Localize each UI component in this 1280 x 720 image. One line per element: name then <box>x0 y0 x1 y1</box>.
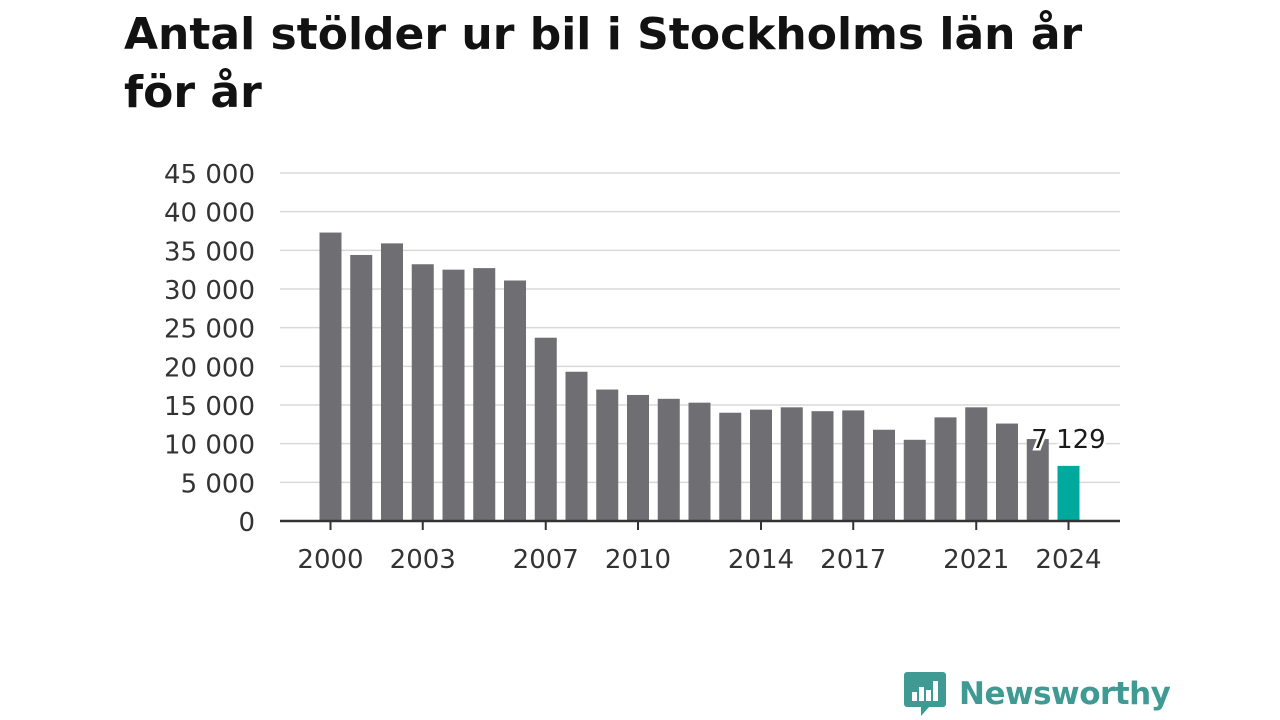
x-axis-ticks: 2000 2003 2007 2010 2014 2017 2021 2024 <box>280 519 1120 575</box>
bar <box>319 232 342 521</box>
y-tick-label: 35 000 <box>164 237 255 267</box>
y-tick-label: 10 000 <box>164 431 255 461</box>
bar <box>719 412 742 521</box>
bar-highlight <box>1057 465 1080 521</box>
bar <box>350 254 373 521</box>
y-tick-label: 45 000 <box>164 160 255 190</box>
x-tick-label: 2021 <box>943 545 1009 575</box>
y-tick-label: 15 000 <box>164 392 255 422</box>
bar <box>442 269 465 521</box>
y-tick-label: 30 000 <box>164 276 255 306</box>
highlight-value-label: 7 129 <box>1031 425 1105 455</box>
bars <box>319 232 1080 521</box>
x-tick-label: 2017 <box>820 545 886 575</box>
x-tick-label: 2024 <box>1035 545 1101 575</box>
bar-chart: 0 5 000 10 000 15 000 20 000 25 000 30 000 35 0… <box>164 160 1120 575</box>
bar <box>842 410 865 521</box>
chart-title: Antal stölder ur bil i Stockholms län år… <box>124 9 1083 118</box>
bar <box>873 429 895 521</box>
data-labels: 7 129 <box>1029 423 1108 458</box>
y-tick-label: 40 000 <box>164 199 255 229</box>
x-tick-label: 2010 <box>605 545 671 575</box>
x-tick-label: 2000 <box>297 545 363 575</box>
bar <box>965 407 988 521</box>
bar <box>934 417 957 521</box>
y-tick-label: 5 000 <box>181 469 255 499</box>
y-axis-ticks: 0 5 000 10 000 15 000 20 000 25 000 30 000 35 0… <box>164 160 255 538</box>
bar <box>1026 439 1049 521</box>
bar <box>504 280 526 521</box>
bar <box>750 409 772 521</box>
x-tick-label: 2003 <box>390 545 456 575</box>
y-tick-label: 20 000 <box>164 353 255 383</box>
bar <box>688 402 711 521</box>
x-tick-label: 2014 <box>728 545 794 575</box>
bar <box>780 407 803 521</box>
x-tick-label: 2007 <box>513 545 579 575</box>
bar <box>657 398 680 521</box>
bar <box>473 268 496 521</box>
bar <box>627 394 649 521</box>
newsworthy-logo: Newsworthy <box>903 670 1171 718</box>
bar <box>381 243 403 521</box>
brand-name: Newsworthy <box>959 676 1171 712</box>
bar <box>811 411 834 521</box>
bar-chart-speech-bubble-icon <box>904 672 946 716</box>
bar <box>411 264 434 521</box>
bar <box>996 423 1018 521</box>
bar <box>565 371 588 521</box>
bar <box>596 389 619 521</box>
y-tick-label: 25 000 <box>164 315 255 345</box>
y-tick-label: 0 <box>238 508 255 538</box>
bar <box>534 337 557 521</box>
bar <box>903 439 926 521</box>
